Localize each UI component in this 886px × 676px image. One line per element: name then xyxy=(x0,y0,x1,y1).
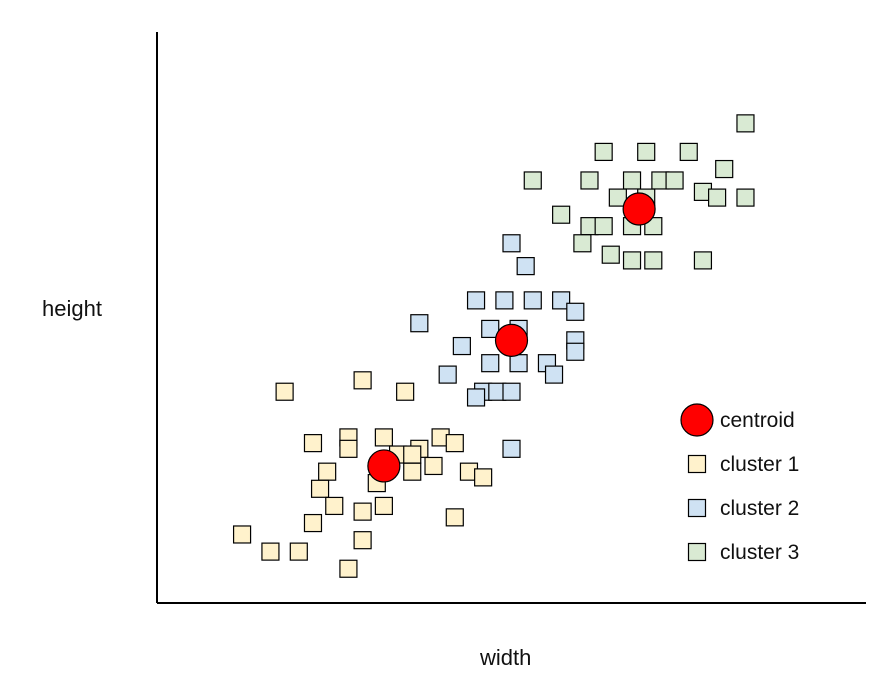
cluster-1-point xyxy=(339,439,358,458)
cluster-1-point xyxy=(303,513,323,533)
cluster-1-point xyxy=(445,508,464,527)
cluster-1-point xyxy=(339,559,358,578)
series-1 xyxy=(232,371,493,578)
legend: centroid cluster 1 cluster 2 cluster 3 xyxy=(680,403,799,564)
legend-item: cluster 2 xyxy=(687,497,799,520)
centroids-layer xyxy=(367,192,656,483)
legend-marker-circle xyxy=(680,403,714,437)
cluster-3-point xyxy=(552,205,571,224)
cluster-3-point xyxy=(523,171,542,190)
cluster-1-point xyxy=(403,462,422,481)
series-3 xyxy=(523,114,755,270)
cluster-1-point xyxy=(424,456,443,476)
y-axis-label: height xyxy=(42,296,102,321)
cluster-2-point xyxy=(502,439,521,458)
x-axis-label: width xyxy=(480,645,532,670)
legend-marker-square xyxy=(687,542,707,562)
cluster-2-point xyxy=(502,382,521,401)
cluster-1-point xyxy=(303,434,323,453)
legend-item: centroid xyxy=(680,403,795,437)
cluster-3-point xyxy=(665,171,684,190)
cluster-3-point xyxy=(580,171,599,190)
cluster-3-point xyxy=(637,142,656,162)
cluster-2-point xyxy=(552,291,571,310)
cluster-2-point xyxy=(495,291,514,310)
cluster-2-point xyxy=(438,365,457,384)
cluster-3-point xyxy=(594,217,613,236)
cluster-1-point xyxy=(318,462,337,481)
legend-item: cluster 3 xyxy=(687,541,799,564)
cluster-2-point xyxy=(466,388,486,407)
cluster-2-point xyxy=(566,342,585,361)
cluster-3-point xyxy=(679,142,698,162)
cluster-1-point xyxy=(310,479,330,498)
cluster-1-point xyxy=(445,434,464,453)
legend-label: centroid xyxy=(720,409,795,432)
cluster-2-point xyxy=(566,302,585,321)
cluster-3-point xyxy=(693,251,713,270)
cluster-3-point xyxy=(594,142,613,162)
legend-label: cluster 2 xyxy=(720,497,799,520)
cluster-1-point xyxy=(353,531,372,550)
cluster-1-point xyxy=(474,468,493,487)
cluster-3-point xyxy=(601,245,620,264)
cluster-3-point xyxy=(736,114,755,133)
cluster-1-point xyxy=(289,542,308,561)
legend-label: cluster 3 xyxy=(720,541,799,564)
cluster-1-point xyxy=(396,382,415,401)
legend-marker-square xyxy=(687,454,707,474)
cluster-2-point xyxy=(481,354,500,373)
cluster-3-point xyxy=(573,234,592,253)
cluster-2-point xyxy=(481,319,500,339)
centroid-point xyxy=(622,192,656,226)
cluster-3-point xyxy=(644,251,663,270)
cluster-1-point xyxy=(353,502,372,521)
cluster-3-point xyxy=(708,188,727,207)
cluster-1-point xyxy=(403,445,422,464)
legend-label: cluster 1 xyxy=(720,453,799,476)
cluster-2-point xyxy=(523,291,542,310)
centroid-point xyxy=(494,323,529,357)
legend-item: cluster 1 xyxy=(687,453,799,476)
series-2 xyxy=(410,234,585,458)
cluster-1-point xyxy=(374,428,393,447)
cluster-1-point xyxy=(275,382,294,401)
axes xyxy=(156,32,866,604)
points-layer xyxy=(232,114,755,578)
cluster-3-point xyxy=(622,171,642,190)
cluster-3-point xyxy=(736,188,755,207)
cluster-2-point xyxy=(466,291,486,310)
legend-marker-square xyxy=(687,498,707,518)
cluster-2-point xyxy=(502,234,521,253)
cluster-3-point xyxy=(622,251,642,270)
cluster-1-point xyxy=(374,496,393,516)
cluster-1-point xyxy=(232,525,252,544)
cluster-1-point xyxy=(261,542,280,561)
cluster-1-point xyxy=(325,496,344,516)
centroid-point xyxy=(367,449,401,483)
cluster-2-point xyxy=(509,354,528,373)
cluster-1-point xyxy=(353,371,372,390)
cluster-2-point xyxy=(410,314,429,333)
cluster-3-point xyxy=(608,188,627,207)
cluster-2-point xyxy=(516,257,535,276)
cluster-2-point xyxy=(544,365,564,384)
cluster-3-point xyxy=(715,159,734,179)
cluster-2-point xyxy=(452,336,471,356)
